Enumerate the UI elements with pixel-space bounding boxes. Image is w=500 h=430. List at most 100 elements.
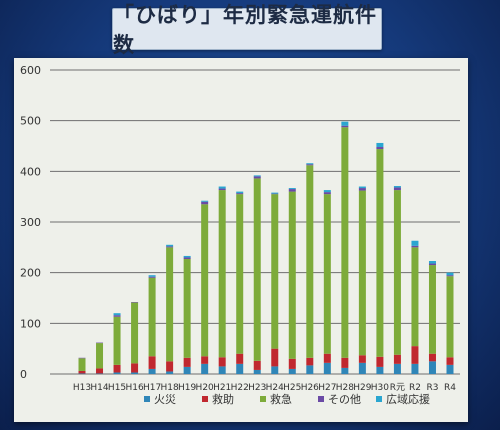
bar-segment-救急	[323, 194, 331, 354]
bar-segment-救助	[271, 348, 279, 367]
bar-segment-その他	[358, 188, 366, 191]
bar-segment-救助	[218, 357, 226, 367]
x-tick-label: H28	[336, 383, 354, 393]
bar-segment-その他	[323, 192, 331, 195]
bar-segment-救助	[183, 357, 191, 367]
bar-segment-火災	[393, 363, 401, 374]
bar-segment-救急	[358, 190, 366, 356]
bar-segment-火災	[218, 366, 226, 374]
bar-segment-救助	[376, 356, 384, 367]
bar-segment-広域応援	[183, 255, 191, 258]
bar-segment-救助	[148, 356, 156, 369]
bar-segment-救助	[131, 363, 139, 373]
bar-segment-広域応援	[236, 191, 244, 194]
bar-segment-救助	[201, 356, 209, 364]
bar-segment-救助	[78, 370, 86, 374]
bar-segment-その他	[201, 201, 209, 205]
bar-segment-火災	[358, 362, 366, 374]
bar-segment-その他	[183, 257, 191, 259]
bar-segment-広域応援	[323, 190, 331, 193]
bar-segment-その他	[288, 189, 296, 192]
bar-segment-救助	[341, 357, 349, 368]
x-tick-label: H24	[266, 383, 284, 393]
bar-segment-火災	[113, 372, 121, 374]
x-tick-label: H21	[213, 383, 231, 393]
bar-segment-救急	[131, 302, 139, 364]
x-tick-label: H27	[318, 383, 336, 393]
bar-segment-救急	[166, 247, 174, 362]
legend-swatch	[202, 396, 208, 402]
bar-segment-広域応援	[148, 275, 156, 277]
x-tick-label: H16	[125, 383, 143, 393]
bar-segment-救急	[306, 165, 314, 358]
bar-segment-その他	[166, 246, 174, 248]
bar-segment-救助	[428, 353, 436, 362]
x-tick-label: H15	[108, 383, 126, 393]
x-tick-label: R元	[390, 383, 405, 393]
bar-segment-火災	[376, 366, 384, 374]
bar-segment-救助	[358, 355, 366, 363]
bar-segment-救急	[393, 190, 401, 355]
bar-segment-救急	[428, 265, 436, 354]
bar-segment-火災	[96, 373, 104, 374]
bar-segment-救助	[411, 346, 419, 364]
bar-segment-広域応援	[446, 272, 454, 276]
bar-segment-救急	[96, 343, 104, 369]
bar-segment-広域応援	[358, 186, 366, 189]
y-tick-label: 500	[20, 115, 41, 128]
bar-segment-救急	[253, 178, 261, 361]
bar-segment-その他	[376, 147, 384, 150]
bar-segment-その他	[113, 315, 121, 317]
bar-segment-救急	[78, 358, 86, 371]
x-tick-label: H26	[301, 383, 319, 393]
x-tick-label: H29	[353, 383, 371, 393]
bar-segment-火災	[341, 367, 349, 374]
bar-segment-広域応援	[411, 240, 419, 246]
bar-segment-広域応援	[393, 186, 401, 188]
chart-title-box: 「ひばり」年別緊急運航件数	[112, 3, 382, 57]
bar-segment-その他	[306, 164, 314, 166]
bar-segment-その他	[96, 342, 104, 344]
bar-segment-救急	[376, 149, 384, 357]
bar-segment-救急	[148, 277, 156, 357]
bar-segment-広域応援	[201, 200, 209, 202]
bar-segment-救急	[113, 316, 121, 365]
bar-segment-火災	[148, 368, 156, 374]
legend-swatch	[144, 396, 150, 402]
bar-segment-その他	[341, 125, 349, 128]
bar-segment-その他	[78, 357, 86, 359]
chart-title: 「ひばり」年別緊急運航件数	[113, 3, 377, 57]
bar-segment-その他	[271, 193, 279, 195]
bar-segment-その他	[218, 188, 226, 191]
bar-segment-救助	[323, 353, 331, 363]
legend-swatch	[260, 396, 266, 402]
bar-segment-その他	[253, 176, 261, 179]
bar-segment-救急	[411, 247, 419, 347]
x-tick-label: H22	[231, 383, 249, 393]
bar-segment-火災	[411, 363, 419, 374]
x-tick-label: H14	[90, 383, 108, 393]
bar-segment-救助	[236, 353, 244, 364]
bar-segment-救助	[288, 358, 296, 369]
x-tick-label: H20	[196, 383, 214, 393]
bar-segment-火災	[323, 362, 331, 374]
bar-segment-火災	[288, 368, 296, 374]
bar-segment-火災	[166, 371, 174, 374]
bar-segment-その他	[446, 275, 454, 277]
bar-segment-広域応援	[253, 175, 261, 177]
bar-segment-火災	[446, 364, 454, 374]
bar-segment-火災	[236, 363, 244, 374]
x-tick-label: R4	[444, 383, 456, 393]
bar-segment-火災	[78, 373, 86, 374]
bar-segment-その他	[411, 245, 419, 248]
bar-segment-救急	[218, 190, 226, 358]
y-tick-label: 400	[20, 165, 41, 178]
bar-segment-火災	[201, 363, 209, 374]
x-tick-label: H19	[178, 383, 196, 393]
y-tick-label: 0	[20, 368, 27, 381]
x-tick-label: H17	[143, 383, 161, 393]
bar-segment-救助	[113, 364, 121, 373]
chart-panel: 600 500 400 300 200 100 0 H13 H14 H15 H16 H17 H18 H1…	[14, 58, 468, 422]
bar-segment-火災	[306, 365, 314, 374]
y-tick-label: 100	[20, 317, 41, 330]
